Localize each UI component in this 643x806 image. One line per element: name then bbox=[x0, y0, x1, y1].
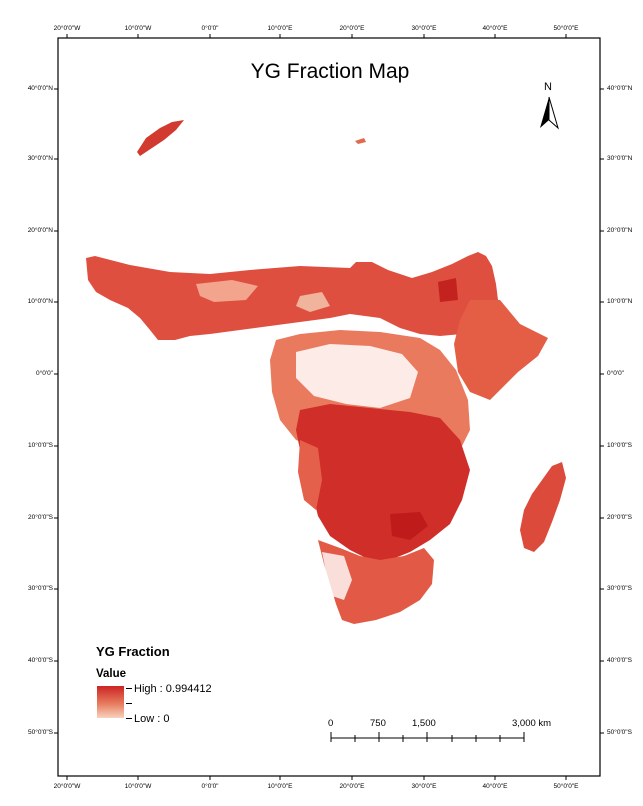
angola-west bbox=[298, 440, 322, 510]
left-tick-label: 10°0'0"N bbox=[27, 298, 53, 305]
top-tick-label: 40°0'0"E bbox=[482, 25, 508, 32]
top-tick-label: 30°0'0"E bbox=[411, 25, 437, 32]
tunisia-region bbox=[355, 138, 366, 144]
top-tick-label: 0°0'0" bbox=[201, 25, 219, 32]
legend-title: YG Fraction bbox=[96, 644, 170, 659]
scale-label-0: 0 bbox=[328, 718, 334, 729]
legend-tick-low bbox=[126, 718, 132, 719]
bottom-tick-label: 50°0'0"E bbox=[553, 783, 579, 790]
bottom-tick-label: 10°0'0"E bbox=[267, 783, 293, 790]
left-tick-label: 20°0'0"N bbox=[27, 227, 53, 234]
southern-central-region bbox=[296, 404, 470, 560]
right-tick-label: 10°0'0"N bbox=[607, 298, 633, 305]
north-label: N bbox=[544, 81, 552, 93]
right-tick-label: 10°0'0"S bbox=[607, 442, 632, 449]
left-tick-label: 10°0'0"S bbox=[28, 442, 53, 449]
legend-high-label: High : 0.994412 bbox=[134, 683, 212, 695]
sahel-dark-1 bbox=[438, 278, 458, 302]
top-tick-label: 20°0'0"E bbox=[339, 25, 365, 32]
neatline bbox=[57, 37, 601, 777]
congo-sparse bbox=[296, 344, 418, 408]
scale-label-750: 750 bbox=[370, 718, 386, 729]
scale-bar-ticks bbox=[330, 732, 525, 742]
scale-label-3000: 3,000 km bbox=[512, 718, 552, 729]
south-west-sparse bbox=[322, 552, 352, 600]
left-tick-label: 40°0'0"S bbox=[28, 657, 53, 664]
bottom-tick-label: 10°0'0"W bbox=[124, 783, 152, 790]
right-tick-label: 40°0'0"N bbox=[607, 85, 633, 92]
north-arrow-icon bbox=[540, 96, 559, 130]
legend-color-ramp bbox=[97, 686, 124, 718]
right-tick-label: 20°0'0"S bbox=[607, 514, 632, 521]
bottom-tick-label: 20°0'0"W bbox=[53, 783, 81, 790]
right-tick-label: 30°0'0"N bbox=[607, 155, 633, 162]
left-tick-label: 20°0'0"S bbox=[28, 514, 53, 521]
right-tick-label: 30°0'0"S bbox=[607, 585, 632, 592]
legend-field-label: Value bbox=[96, 668, 127, 680]
morocco-region bbox=[137, 120, 184, 156]
zambezi-dark bbox=[390, 512, 428, 540]
left-tick-label: 50°0'0"S bbox=[28, 729, 53, 736]
map-title: YG Fraction Map bbox=[250, 60, 410, 83]
top-tick-label: 10°0'0"W bbox=[124, 25, 152, 32]
scale-label-1500: 1,500 bbox=[412, 718, 436, 729]
madagascar bbox=[520, 462, 566, 552]
top-tick-label: 10°0'0"E bbox=[267, 25, 293, 32]
right-tick-label: 0°0'0" bbox=[607, 370, 624, 377]
legend-low-label: Low : 0 bbox=[134, 713, 170, 725]
bottom-tick-label: 30°0'0"E bbox=[411, 783, 437, 790]
left-tick-label: 30°0'0"S bbox=[28, 585, 53, 592]
top-tick-label: 20°0'0"W bbox=[53, 25, 81, 32]
africa-landmass bbox=[86, 120, 566, 624]
bottom-tick-label: 0°0'0" bbox=[201, 783, 219, 790]
sahel-light-1 bbox=[196, 280, 258, 302]
sahel-band bbox=[86, 252, 498, 340]
top-tick-label: 50°0'0"E bbox=[553, 25, 579, 32]
legend-tick-mid bbox=[126, 703, 132, 704]
legend-tick-high bbox=[126, 688, 132, 689]
southern-africa-region bbox=[318, 540, 434, 624]
left-tick-label: 40°0'0"N bbox=[27, 85, 53, 92]
scale-bar bbox=[330, 732, 525, 742]
horn-region bbox=[454, 300, 548, 400]
left-tick-label: 30°0'0"N bbox=[27, 155, 53, 162]
right-tick-label: 40°0'0"S bbox=[607, 657, 632, 664]
graticule-ticks bbox=[54, 34, 604, 780]
bottom-tick-label: 20°0'0"E bbox=[339, 783, 365, 790]
sahel-light-2 bbox=[296, 292, 330, 312]
right-tick-label: 50°0'0"S bbox=[607, 729, 632, 736]
right-tick-label: 20°0'0"N bbox=[607, 227, 633, 234]
left-tick-label: 0°0'0" bbox=[36, 370, 53, 377]
bottom-tick-label: 40°0'0"E bbox=[482, 783, 508, 790]
